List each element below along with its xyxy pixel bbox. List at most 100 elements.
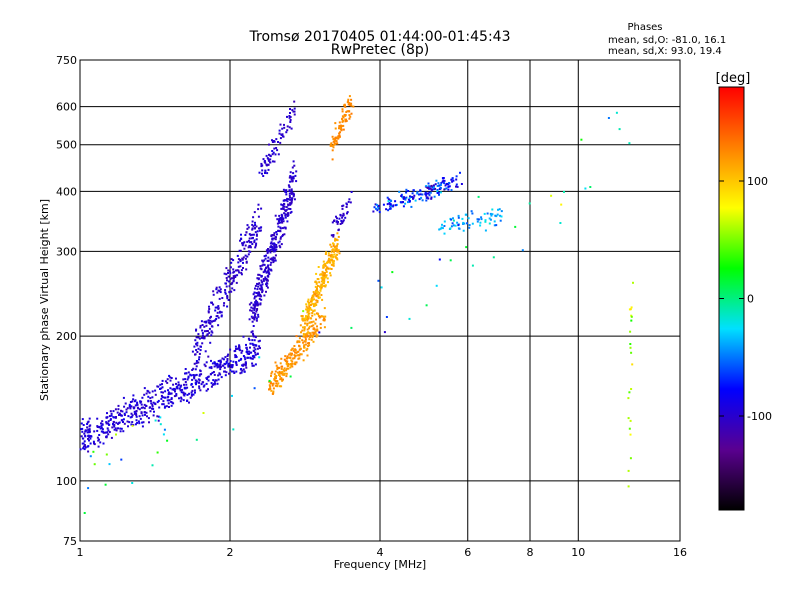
scatter-point: [402, 201, 404, 203]
scatter-point: [267, 168, 270, 171]
scatter-point: [403, 196, 405, 199]
scatter-point: [273, 257, 276, 260]
scatter-point: [198, 373, 201, 376]
scatter-point: [270, 261, 273, 264]
scatter-point: [195, 362, 198, 365]
scatter-point: [338, 217, 341, 220]
scatter-point: [245, 350, 248, 353]
scatter-point: [324, 264, 327, 267]
scatter-point: [258, 273, 261, 276]
scatter-point: [191, 350, 194, 353]
scatter-point: [199, 349, 202, 352]
scatter-point: [252, 216, 255, 219]
scatter-point: [388, 201, 391, 204]
scatter-point: [270, 246, 273, 249]
scatter-point: [293, 113, 296, 116]
y-tick-label: 300: [56, 245, 77, 258]
scatter-point: [345, 120, 348, 122]
scatter-point: [131, 424, 134, 427]
scatter-point: [308, 301, 310, 304]
scatter-point: [332, 138, 335, 140]
scatter-point: [167, 391, 170, 394]
scatter-point: [352, 105, 355, 108]
scatter-point: [580, 138, 583, 141]
scatter-point: [345, 111, 348, 113]
scatter-point: [147, 417, 150, 420]
scatter-point: [113, 423, 116, 426]
scatter-point: [100, 426, 103, 429]
scatter-point: [345, 206, 348, 208]
scatter-point: [447, 183, 450, 186]
scatter-point: [294, 174, 297, 177]
scatter-point: [345, 118, 348, 121]
scatter-point: [341, 216, 344, 219]
scatter-point: [615, 111, 618, 114]
scatter-point: [268, 273, 271, 276]
scatter-point: [278, 244, 281, 247]
scatter-point: [347, 103, 350, 106]
scatter-point: [290, 349, 293, 352]
scatter-point: [128, 421, 131, 424]
scatter-point: [290, 191, 293, 194]
scatter-point: [257, 340, 260, 343]
scatter-point: [139, 417, 142, 420]
scatter-point: [335, 220, 338, 223]
scatter-point: [313, 313, 316, 316]
scatter-point: [89, 424, 92, 427]
scatter-point: [135, 414, 138, 417]
scatter-point: [274, 238, 277, 241]
scatter-point: [149, 400, 152, 402]
scatter-point: [411, 192, 414, 195]
scatter-point: [89, 437, 92, 440]
scatter-point: [454, 224, 457, 227]
scatter-point: [279, 375, 281, 378]
scatter-point: [339, 214, 342, 217]
scatter-point: [336, 136, 339, 139]
scatter-point: [337, 135, 340, 138]
scatter-point: [164, 405, 167, 408]
scatter-point: [135, 415, 138, 418]
scatter-point: [198, 337, 201, 340]
scatter-point: [209, 322, 212, 325]
scatter-point: [430, 189, 433, 192]
scatter-point: [145, 411, 148, 414]
scatter-point: [150, 402, 153, 405]
scatter-point: [292, 349, 295, 352]
scatter-point: [252, 334, 255, 337]
scatter-point: [275, 382, 278, 385]
scatter-point: [121, 410, 124, 413]
scatter-point: [284, 214, 287, 217]
scatter-point: [434, 187, 437, 190]
scatter-point: [205, 324, 208, 327]
scatter-point: [325, 274, 328, 277]
scatter-point: [317, 266, 320, 268]
scatter-point: [87, 434, 90, 437]
scatter-point: [249, 246, 252, 249]
scatter-point: [250, 301, 253, 304]
scatter-point: [100, 430, 103, 433]
scatter-point: [207, 310, 210, 313]
scatter-point: [128, 403, 131, 406]
scatter-point: [484, 220, 487, 223]
scatter-point: [285, 369, 288, 372]
scatter-point: [208, 366, 211, 369]
scatter-point: [334, 239, 336, 242]
scatter-point: [258, 356, 261, 359]
scatter-point: [404, 198, 407, 201]
scatter-point: [344, 120, 347, 123]
scatter-point: [203, 336, 206, 339]
scatter-point: [235, 361, 238, 364]
scatter-point: [224, 291, 227, 294]
scatter-point: [279, 230, 282, 233]
scatter-point: [316, 291, 318, 294]
scatter-point: [380, 286, 383, 289]
scatter-point: [278, 132, 281, 135]
scatter-point: [120, 427, 123, 430]
scatter-point: [632, 281, 634, 284]
scatter-point: [269, 387, 272, 390]
scatter-point: [218, 297, 221, 300]
scatter-point: [630, 314, 633, 317]
scatter-point: [350, 326, 353, 329]
scatter-point: [627, 417, 630, 420]
scatter-point: [167, 389, 169, 392]
